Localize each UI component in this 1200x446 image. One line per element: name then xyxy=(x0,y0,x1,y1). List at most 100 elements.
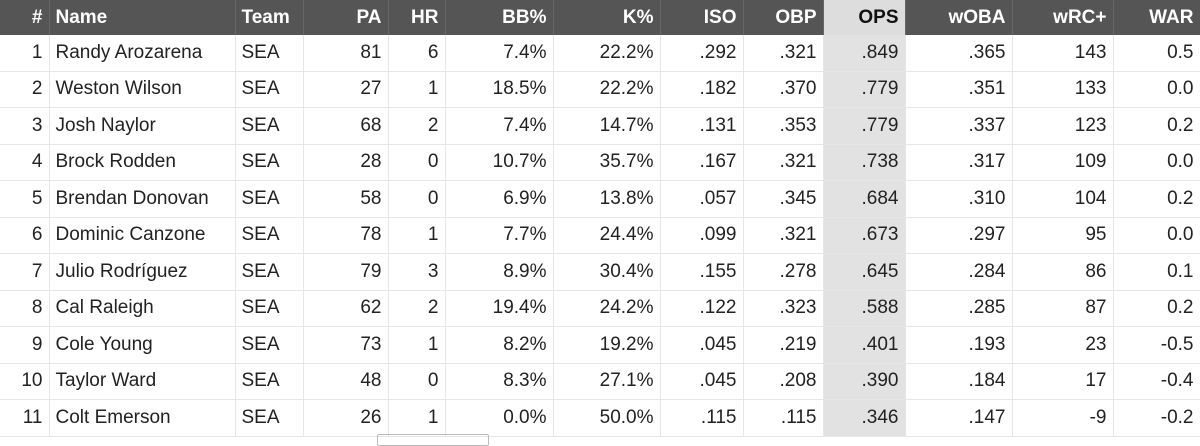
table-cell[interactable]: Brock Rodden xyxy=(49,144,236,181)
table-cell: 95 xyxy=(1012,217,1114,254)
table-cell: 0.2 xyxy=(1113,290,1200,327)
table-row: 4 Brock Rodden SEA 28 0 10.7% 35.7% .167.321.73… xyxy=(0,144,1200,181)
table-cell[interactable]: Dominic Canzone xyxy=(49,217,236,254)
table-cell[interactable]: Cal Raleigh xyxy=(49,290,236,327)
table-cell: .099 xyxy=(660,217,744,254)
column-header[interactable]: PA xyxy=(303,0,389,35)
column-header[interactable]: # xyxy=(0,0,50,35)
column-header[interactable]: OPS xyxy=(823,0,906,35)
table-row: 6 Dominic Canzone SEA 78 1 7.7% 24.4% .099.321.… xyxy=(0,217,1200,254)
table-cell[interactable]: Cole Young xyxy=(49,326,236,364)
table-cell: 23 xyxy=(1012,326,1114,364)
column-header[interactable]: wOBA xyxy=(905,0,1013,35)
column-header[interactable]: WAR xyxy=(1113,0,1200,35)
table-cell: .147 xyxy=(905,399,1013,437)
table-cell: 143 xyxy=(1012,35,1114,72)
table-cell: 27 xyxy=(303,71,389,108)
table-body: 1 Randy Arozarena SEA 81 6 7.4% 22.2% .292.321.… xyxy=(0,35,1200,437)
table-cell[interactable]: Brendan Donovan xyxy=(49,180,236,218)
table-row: 7 Julio Rodríguez SEA 79 3 8.9% 30.4% .155.278.… xyxy=(0,253,1200,291)
stats-table: # Name Team PA HR BB% K% ISO OBP OPS wOBA wRC+ WAR 1… xyxy=(0,0,1200,437)
table-cell: 18.5% xyxy=(445,71,554,108)
table-cell: 35.7% xyxy=(553,144,661,181)
column-header[interactable]: Name xyxy=(49,0,236,35)
table-cell: .645 xyxy=(823,253,906,291)
table-cell: SEA xyxy=(235,144,304,181)
table-row: 5 Brendan Donovan SEA 58 0 6.9% 13.8% .057.345.… xyxy=(0,180,1200,218)
table-cell: .321 xyxy=(743,35,824,72)
table-cell: 1 xyxy=(0,35,50,72)
table-cell: 9 xyxy=(0,326,50,364)
table-cell: 2 xyxy=(388,290,446,327)
table-cell[interactable]: Taylor Ward xyxy=(49,363,236,400)
table-cell: 50.0% xyxy=(553,399,661,437)
table-cell: 8.2% xyxy=(445,326,554,364)
table-cell: 14.7% xyxy=(553,107,661,145)
table-cell: .122 xyxy=(660,290,744,327)
table-cell: SEA xyxy=(235,217,304,254)
table-row: 2 Weston Wilson SEA 27 1 18.5% 22.2% .182.370.7… xyxy=(0,71,1200,108)
table-cell: .588 xyxy=(823,290,906,327)
column-header[interactable]: OBP xyxy=(743,0,824,35)
table-cell: 0.1 xyxy=(1113,253,1200,291)
table-cell: 0 xyxy=(388,363,446,400)
table-cell: 123 xyxy=(1012,107,1114,145)
table-cell[interactable]: Randy Arozarena xyxy=(49,35,236,72)
table-cell: .321 xyxy=(743,217,824,254)
table-cell: 24.2% xyxy=(553,290,661,327)
table-cell: 79 xyxy=(303,253,389,291)
table-cell: -0.2 xyxy=(1113,399,1200,437)
column-header[interactable]: K% xyxy=(553,0,661,35)
table-cell: 4 xyxy=(0,144,50,181)
table-cell: 6 xyxy=(388,35,446,72)
table-cell: .131 xyxy=(660,107,744,145)
table-cell: .346 xyxy=(823,399,906,437)
column-header[interactable]: ISO xyxy=(660,0,744,35)
table-cell: 73 xyxy=(303,326,389,364)
column-header[interactable]: wRC+ xyxy=(1012,0,1114,35)
table-cell: .278 xyxy=(743,253,824,291)
table-cell: .390 xyxy=(823,363,906,400)
table-cell: 6 xyxy=(0,217,50,254)
table-cell: 81 xyxy=(303,35,389,72)
table-cell: .057 xyxy=(660,180,744,218)
table-cell: 13.8% xyxy=(553,180,661,218)
table-cell: .310 xyxy=(905,180,1013,218)
table-cell: 1 xyxy=(388,326,446,364)
table-cell: .292 xyxy=(660,35,744,72)
table-cell[interactable]: Colt Emerson xyxy=(49,399,236,437)
table-cell: .779 xyxy=(823,71,906,108)
table-cell: SEA xyxy=(235,180,304,218)
table-cell: SEA xyxy=(235,290,304,327)
pagination-control[interactable] xyxy=(377,434,489,446)
table-cell: 2 xyxy=(388,107,446,145)
table-cell: .182 xyxy=(660,71,744,108)
table-cell: 58 xyxy=(303,180,389,218)
column-header[interactable]: HR xyxy=(388,0,446,35)
table-cell: .155 xyxy=(660,253,744,291)
table-cell: 22.2% xyxy=(553,35,661,72)
table-row: 8 Cal Raleigh SEA 62 2 19.4% 24.2% .122.323.588… xyxy=(0,290,1200,327)
column-header[interactable]: Team xyxy=(235,0,304,35)
table-cell: 0 xyxy=(388,144,446,181)
table-cell: 26 xyxy=(303,399,389,437)
table-cell: 109 xyxy=(1012,144,1114,181)
table-row: 10 Taylor Ward SEA 48 0 8.3% 27.1% .045.208.390… xyxy=(0,363,1200,400)
table-cell: 78 xyxy=(303,217,389,254)
table-cell[interactable]: Weston Wilson xyxy=(49,71,236,108)
table-row: 11 Colt Emerson SEA 26 1 0.0% 50.0% .115.115.34… xyxy=(0,399,1200,437)
table-cell[interactable]: Josh Naylor xyxy=(49,107,236,145)
table-cell: SEA xyxy=(235,107,304,145)
table-cell: 0.2 xyxy=(1113,107,1200,145)
table-cell: 0.2 xyxy=(1113,180,1200,218)
table-cell: 7.4% xyxy=(445,35,554,72)
header-row: # Name Team PA HR BB% K% ISO OBP OPS wOBA wRC+ WAR xyxy=(0,0,1200,35)
column-header[interactable]: BB% xyxy=(445,0,554,35)
table-cell: .738 xyxy=(823,144,906,181)
table-cell: 24.4% xyxy=(553,217,661,254)
table-cell: 3 xyxy=(388,253,446,291)
table-cell: .401 xyxy=(823,326,906,364)
table-cell: 1 xyxy=(388,71,446,108)
table-cell: .849 xyxy=(823,35,906,72)
table-cell[interactable]: Julio Rodríguez xyxy=(49,253,236,291)
